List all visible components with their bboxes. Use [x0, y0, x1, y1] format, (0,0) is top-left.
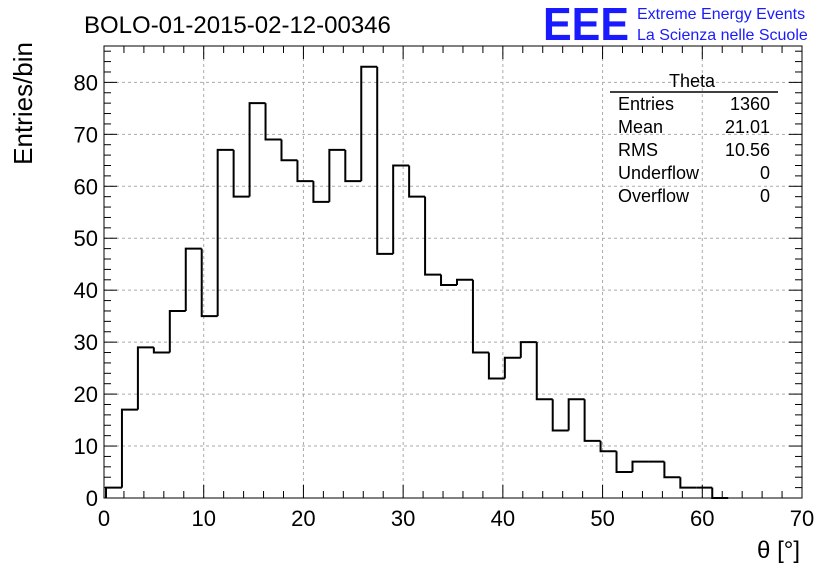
eee-logo-line2: La Scienza nelle Scuole — [637, 27, 808, 44]
histogram-bin — [328, 148, 346, 202]
histogram-bin — [487, 352, 505, 380]
y-tick-label: 0 — [86, 486, 98, 511]
histogram-bin — [264, 103, 282, 141]
eee-logo: EEE Extreme Energy Events La Scienza nel… — [543, 0, 808, 50]
histogram-bin — [136, 346, 154, 410]
histogram-bin — [248, 102, 266, 197]
stats-row-value: 1360 — [730, 94, 770, 114]
histogram-bin — [296, 160, 314, 183]
histogram-bin — [312, 181, 330, 203]
y-tick-label: 30 — [74, 330, 98, 355]
histogram-bin — [232, 149, 250, 198]
x-tick-label: 60 — [690, 506, 714, 531]
stats-row-label: Entries — [618, 94, 674, 114]
stats-row-label: RMS — [618, 140, 658, 160]
stats-row-label: Mean — [618, 117, 663, 137]
histogram-bin — [104, 486, 122, 498]
y-tick-label: 10 — [74, 434, 98, 459]
histogram-bin — [120, 408, 138, 488]
histogram-bin — [471, 279, 489, 354]
x-axis-label: θ [°] — [757, 537, 800, 564]
histogram-bin — [360, 65, 378, 182]
histogram-bin — [551, 399, 569, 432]
histogram-bin — [216, 148, 234, 317]
x-tick-label: 20 — [291, 506, 315, 531]
y-tick-label: 70 — [74, 122, 98, 147]
axis-ticks — [103, 46, 803, 499]
stats-row-label: Overflow — [618, 186, 690, 206]
x-tick-label: 10 — [191, 506, 215, 531]
y-tick-label: 80 — [74, 70, 98, 95]
histogram-bin — [344, 149, 362, 183]
histogram-bin — [440, 274, 457, 286]
histogram-bin — [200, 248, 218, 318]
stats-row-value: 0 — [760, 186, 770, 206]
histogram-bin — [663, 461, 681, 479]
histogram-bin — [168, 309, 186, 353]
histogram-bin — [711, 487, 729, 499]
y-tick-label: 50 — [74, 226, 98, 251]
eee-logo-line1: Extreme Energy Events — [637, 6, 805, 23]
x-tick-label: 40 — [491, 506, 515, 531]
histogram-bin — [392, 164, 410, 254]
x-tick-label: 50 — [590, 506, 614, 531]
x-tick-label: 70 — [790, 506, 814, 531]
histogram-bin — [519, 341, 537, 358]
histogram-bin — [184, 247, 202, 311]
stats-row-value: 21.01 — [725, 117, 770, 137]
histogram-bin — [455, 278, 473, 285]
histogram-bin — [583, 399, 601, 442]
histogram-bin — [376, 66, 394, 255]
histogram-bin — [631, 460, 649, 473]
y-tick-label: 60 — [74, 174, 98, 199]
stats-box: Theta Entries 1360 Mean 21.01 RMS 10.56 Underf… — [610, 71, 778, 206]
stats-row-value: 10.56 — [725, 140, 770, 160]
y-tick-label: 40 — [74, 278, 98, 303]
histogram-bars — [104, 65, 729, 499]
histogram-bin — [567, 398, 585, 431]
stats-row-label: Underflow — [618, 163, 700, 183]
stats-rows: Entries 1360 Mean 21.01 RMS 10.56 Underflow 0 Ov… — [618, 94, 770, 206]
y-axis-label: Entries/bin — [8, 42, 38, 165]
histogram-bin — [408, 165, 426, 198]
histogram-bin — [615, 451, 633, 474]
x-tick-label: 30 — [391, 506, 415, 531]
histogram-bin — [599, 440, 617, 453]
run-title: BOLO-01-2015-02-12-00346 — [84, 12, 391, 39]
grid-lines — [104, 46, 802, 498]
stats-title: Theta — [669, 71, 716, 91]
histogram-bin — [152, 347, 170, 354]
y-tick-label: 20 — [74, 382, 98, 407]
histogram-bin — [535, 342, 553, 401]
histogram-bin — [280, 139, 298, 162]
tick-labels: 0 10 20 30 40 50 60 70 0 10 20 30 40 50 60 70 80 — [74, 70, 815, 531]
histogram-bin — [503, 356, 521, 379]
x-tick-label: 0 — [98, 506, 110, 531]
plot-frame — [103, 45, 803, 499]
eee-logo-mark: EEE — [543, 0, 629, 50]
stats-row-value: 0 — [760, 163, 770, 183]
histogram-bin — [424, 196, 442, 276]
histogram-bin — [679, 477, 697, 489]
